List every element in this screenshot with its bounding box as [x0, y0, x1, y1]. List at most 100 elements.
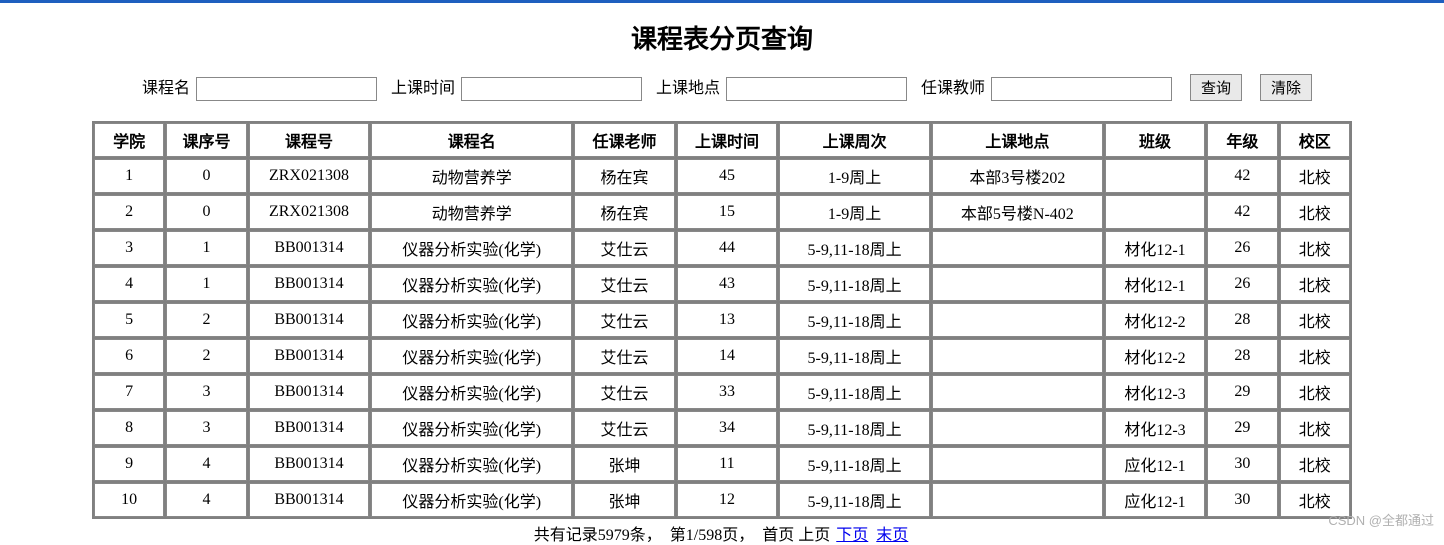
- table-cell: [932, 339, 1103, 373]
- table-cell: 材化12-1: [1105, 231, 1205, 265]
- pager-page-prefix: 第: [670, 527, 686, 544]
- table-cell: 30: [1207, 447, 1277, 481]
- col-header: 任课老师: [574, 123, 674, 157]
- table-cell: 1: [166, 231, 246, 265]
- table-row: 52BB001314仪器分析实验(化学)艾仕云135-9,11-18周上材化12…: [94, 303, 1350, 337]
- table-cell: 15: [677, 195, 777, 229]
- table-cell: 本部3号楼202: [932, 159, 1103, 193]
- window-top-border: [0, 0, 1444, 3]
- table-cell: 0: [166, 159, 246, 193]
- table-cell: BB001314: [249, 411, 370, 445]
- col-header: 年级: [1207, 123, 1277, 157]
- table-cell: 9: [94, 447, 164, 481]
- table-cell: 仪器分析实验(化学): [371, 447, 572, 481]
- table-cell: 3: [166, 411, 246, 445]
- table-row: 83BB001314仪器分析实验(化学)艾仕云345-9,11-18周上材化12…: [94, 411, 1350, 445]
- table-cell: ZRX021308: [249, 159, 370, 193]
- table-cell: 北校: [1280, 447, 1350, 481]
- table-row: 62BB001314仪器分析实验(化学)艾仕云145-9,11-18周上材化12…: [94, 339, 1350, 373]
- pager-total-pages: 598: [698, 527, 722, 544]
- table-cell: 北校: [1280, 303, 1350, 337]
- pager-last-link[interactable]: 末页: [876, 527, 908, 544]
- col-header: 上课地点: [932, 123, 1103, 157]
- table-cell: 艾仕云: [574, 411, 674, 445]
- pager-prev: 上页: [798, 527, 830, 544]
- table-cell: 1-9周上: [779, 195, 930, 229]
- table-cell: 仪器分析实验(化学): [371, 339, 572, 373]
- table-row: 41BB001314仪器分析实验(化学)艾仕云435-9,11-18周上材化12…: [94, 267, 1350, 301]
- class-time-input[interactable]: [461, 77, 642, 101]
- table-cell: 29: [1207, 411, 1277, 445]
- table-cell: 动物营养学: [371, 159, 572, 193]
- table-cell: BB001314: [249, 375, 370, 409]
- table-cell: BB001314: [249, 303, 370, 337]
- table-cell: [932, 267, 1103, 301]
- table-cell: 仪器分析实验(化学): [371, 375, 572, 409]
- table-cell: 29: [1207, 375, 1277, 409]
- table-cell: 34: [677, 411, 777, 445]
- col-header: 上课时间: [677, 123, 777, 157]
- table-cell: 仪器分析实验(化学): [371, 267, 572, 301]
- table-row: 31BB001314仪器分析实验(化学)艾仕云445-9,11-18周上材化12…: [94, 231, 1350, 265]
- table-cell: 42: [1207, 159, 1277, 193]
- table-cell: 材化12-3: [1105, 411, 1205, 445]
- table-cell: 1-9周上: [779, 159, 930, 193]
- table-cell: 2: [94, 195, 164, 229]
- pager-total-records: 5979: [598, 527, 630, 544]
- table-cell: 仪器分析实验(化学): [371, 303, 572, 337]
- table-cell: 北校: [1280, 411, 1350, 445]
- table-cell: 北校: [1280, 375, 1350, 409]
- table-cell: 28: [1207, 303, 1277, 337]
- table-cell: 应化12-1: [1105, 483, 1205, 517]
- location-input[interactable]: [726, 77, 907, 101]
- page-title: 课程表分页查询: [0, 19, 1444, 56]
- pager-records-suffix: 条，: [630, 527, 662, 544]
- table-cell: [1105, 195, 1205, 229]
- table-cell: 5-9,11-18周上: [779, 339, 930, 373]
- table-cell: 艾仕云: [574, 303, 674, 337]
- table-cell: 43: [677, 267, 777, 301]
- table-cell: 5-9,11-18周上: [779, 483, 930, 517]
- table-row: 20ZRX021308动物营养学杨在宾151-9周上本部5号楼N-40242北校: [94, 195, 1350, 229]
- table-cell: BB001314: [249, 267, 370, 301]
- table-row: 10ZRX021308动物营养学杨在宾451-9周上本部3号楼20242北校: [94, 159, 1350, 193]
- table-cell: 4: [166, 447, 246, 481]
- col-header: 校区: [1280, 123, 1350, 157]
- pager-next-link[interactable]: 下页: [836, 527, 868, 544]
- clear-button[interactable]: 清除: [1260, 74, 1312, 101]
- table-cell: 北校: [1280, 339, 1350, 373]
- pager-records-prefix: 共有记录: [534, 527, 598, 544]
- table-cell: 11: [677, 447, 777, 481]
- course-name-input[interactable]: [196, 77, 377, 101]
- table-cell: 1: [94, 159, 164, 193]
- table-cell: 13: [677, 303, 777, 337]
- table-cell: 北校: [1280, 195, 1350, 229]
- table-cell: [932, 231, 1103, 265]
- table-cell: [1105, 159, 1205, 193]
- query-button[interactable]: 查询: [1190, 74, 1242, 101]
- col-header: 课程号: [249, 123, 370, 157]
- col-header: 课程名: [371, 123, 572, 157]
- table-cell: BB001314: [249, 447, 370, 481]
- table-cell: 5-9,11-18周上: [779, 411, 930, 445]
- table-cell: 材化12-3: [1105, 375, 1205, 409]
- teacher-input[interactable]: [991, 77, 1172, 101]
- table-cell: 仪器分析实验(化学): [371, 231, 572, 265]
- table-cell: BB001314: [249, 483, 370, 517]
- table-cell: 仪器分析实验(化学): [371, 483, 572, 517]
- table-cell: 4: [94, 267, 164, 301]
- table-cell: 5-9,11-18周上: [779, 303, 930, 337]
- pager-first: 首页: [762, 527, 794, 544]
- table-cell: 28: [1207, 339, 1277, 373]
- col-header: 班级: [1105, 123, 1205, 157]
- table-cell: 动物营养学: [371, 195, 572, 229]
- table-cell: BB001314: [249, 231, 370, 265]
- table-cell: BB001314: [249, 339, 370, 373]
- course-table: 学院课序号课程号课程名任课老师上课时间上课周次上课地点班级年级校区 10ZRX0…: [92, 121, 1352, 519]
- table-cell: 北校: [1280, 231, 1350, 265]
- table-cell: 10: [94, 483, 164, 517]
- table-cell: 张坤: [574, 483, 674, 517]
- table-cell: 杨在宾: [574, 195, 674, 229]
- course-name-label: 课程名: [142, 80, 190, 97]
- table-cell: 杨在宾: [574, 159, 674, 193]
